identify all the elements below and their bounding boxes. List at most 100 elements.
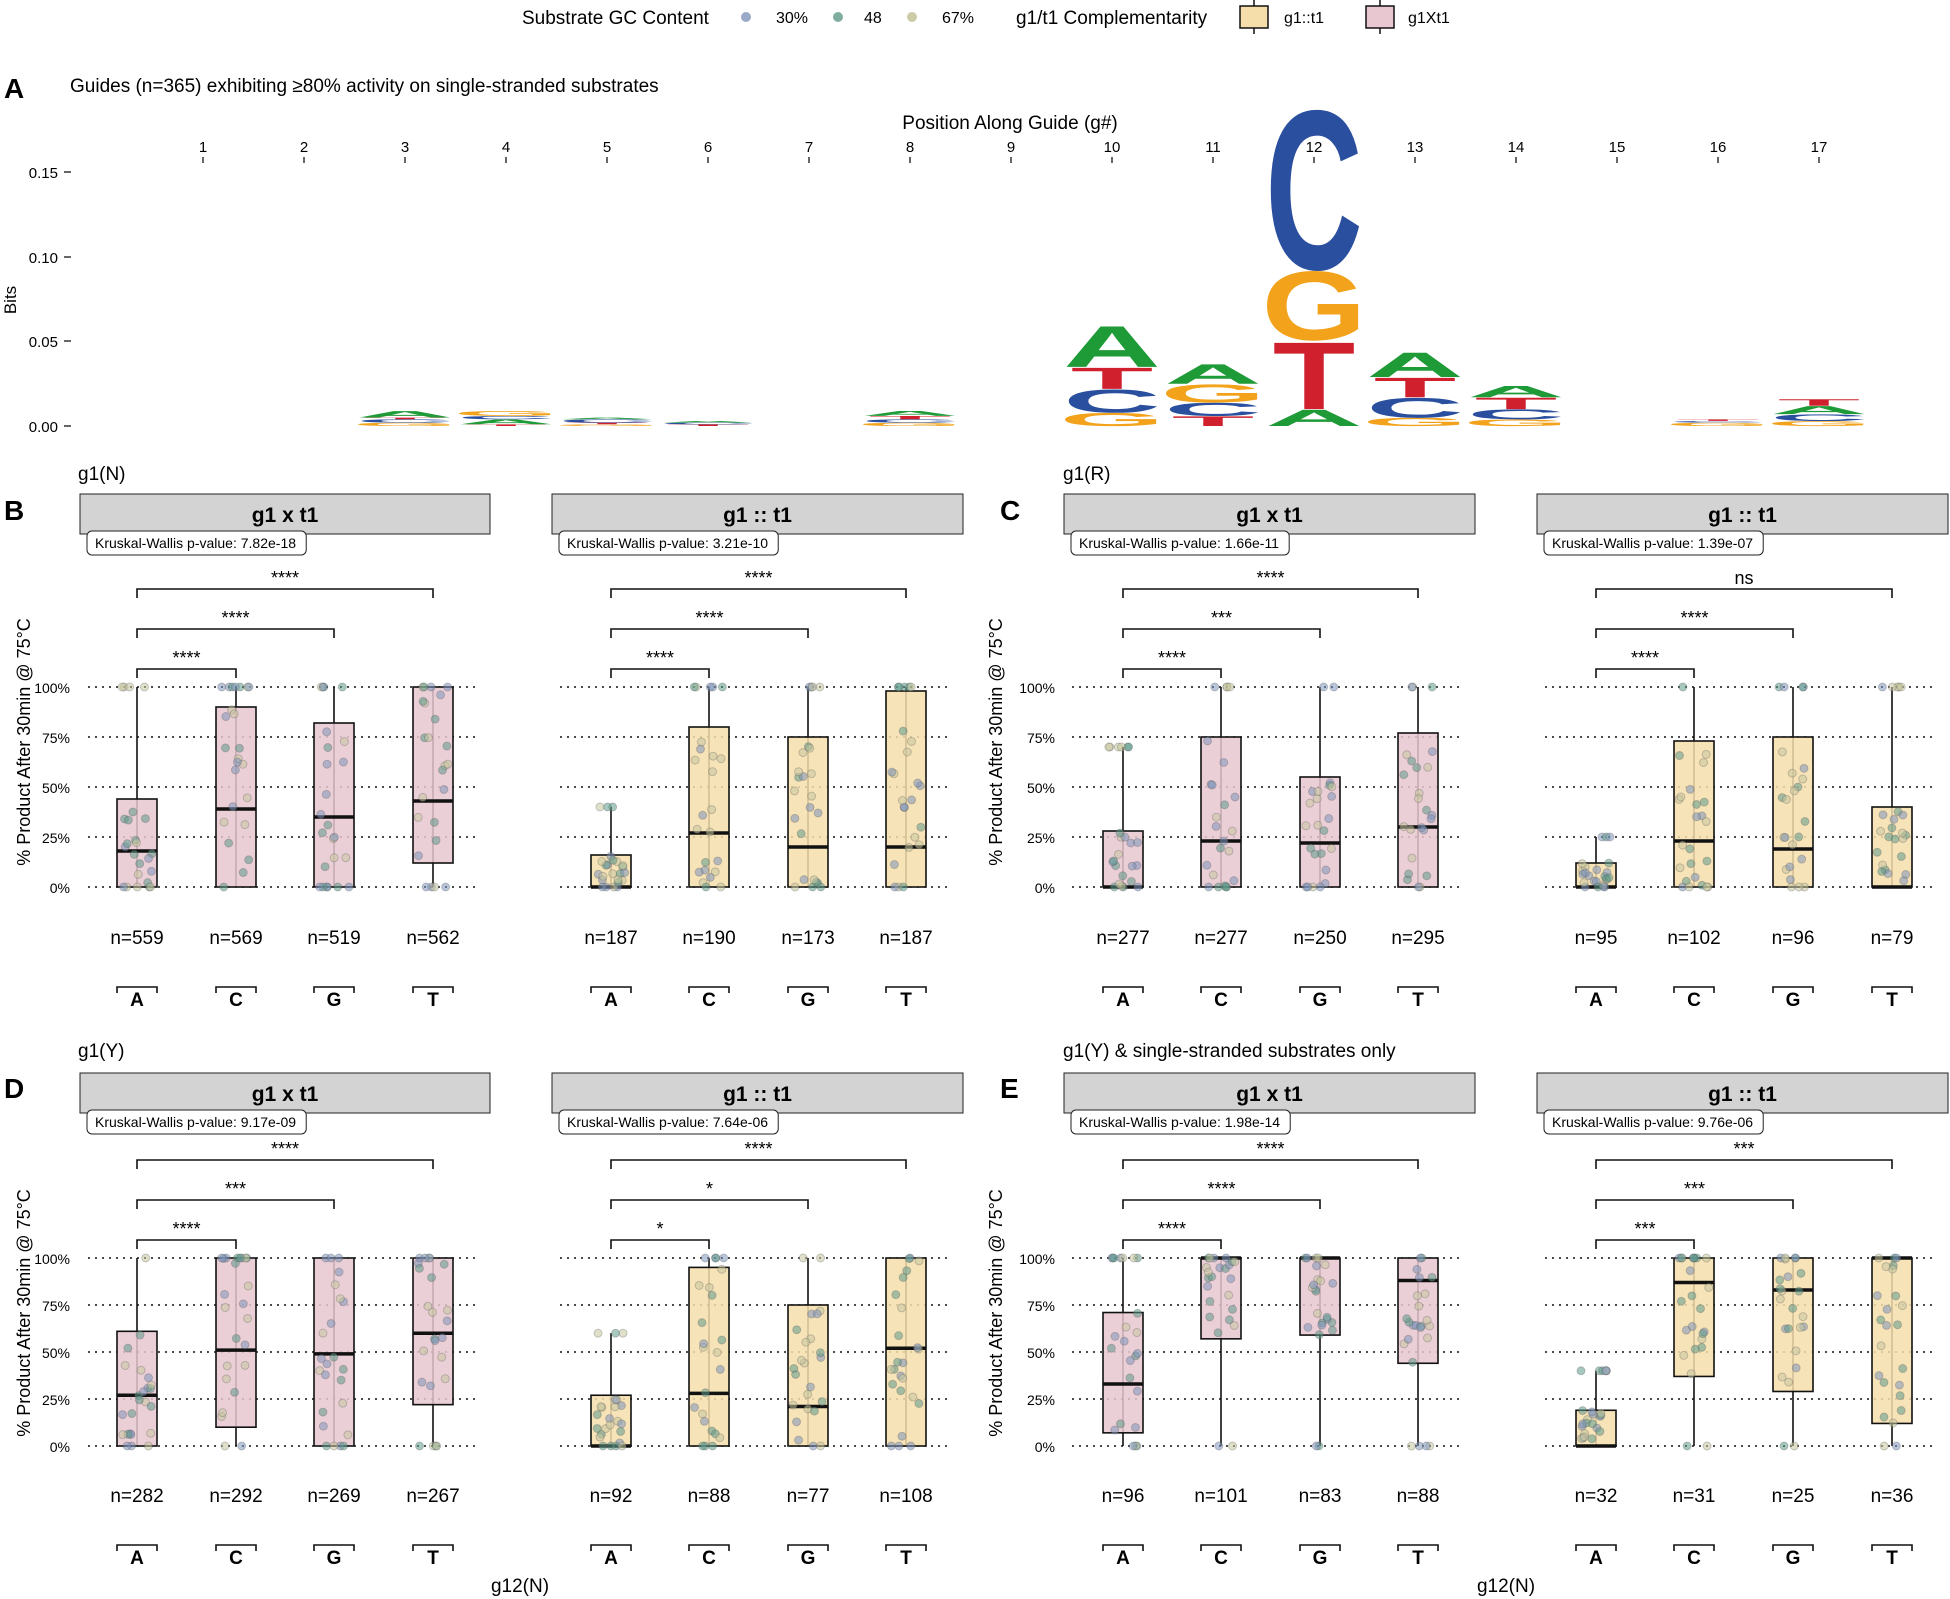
data-point bbox=[1779, 1441, 1789, 1451]
data-point bbox=[1798, 774, 1808, 784]
category-bracket bbox=[1397, 1544, 1439, 1551]
panel-c-label: C bbox=[1000, 495, 1020, 526]
logo-letter-T: T bbox=[667, 424, 749, 427]
data-point bbox=[1690, 872, 1700, 882]
data-point bbox=[1798, 682, 1808, 692]
data-point bbox=[908, 1392, 918, 1402]
significance-bracket bbox=[1595, 1199, 1794, 1209]
data-point bbox=[232, 757, 242, 767]
data-point bbox=[237, 1441, 247, 1451]
data-point bbox=[1227, 1304, 1237, 1314]
y-axis-title-row1-right: % Product After 30min @ 75°C bbox=[986, 618, 1006, 866]
significance-bracket bbox=[1122, 1199, 1321, 1209]
y-tick-label: 75% bbox=[1027, 1298, 1055, 1314]
data-point bbox=[429, 882, 439, 892]
data-point bbox=[1798, 1312, 1808, 1322]
data-point bbox=[1605, 832, 1615, 842]
count-label: n=88 bbox=[1397, 1486, 1440, 1507]
logo-x-tick-label: 12 bbox=[1306, 139, 1323, 156]
box-panel: g1 x t1 Kruskal-Wallis p-value: 1.66e-11 *… bbox=[1063, 493, 1476, 1011]
subplot-label-g1R: g1(R) bbox=[1063, 464, 1111, 485]
data-point bbox=[1132, 1348, 1142, 1358]
data-point bbox=[1426, 814, 1436, 824]
data-point bbox=[1789, 1441, 1799, 1451]
data-point bbox=[1686, 1369, 1696, 1379]
data-point bbox=[1878, 810, 1888, 820]
data-point bbox=[894, 1441, 904, 1451]
data-point bbox=[1587, 1407, 1597, 1417]
data-point bbox=[123, 1343, 133, 1353]
y-tick-label: 50% bbox=[1027, 1345, 1055, 1361]
data-point bbox=[1208, 870, 1218, 880]
data-point bbox=[442, 1305, 452, 1315]
significance-label: **** bbox=[1158, 648, 1186, 668]
legend-gc-label-48: 48 bbox=[864, 10, 882, 27]
data-point bbox=[439, 784, 449, 794]
data-point bbox=[717, 1335, 727, 1345]
significance-bracket bbox=[1595, 668, 1695, 678]
data-point bbox=[914, 840, 924, 850]
y-tick-label: 50% bbox=[42, 1345, 70, 1361]
data-point bbox=[1578, 1419, 1588, 1429]
significance-bracket bbox=[610, 628, 809, 638]
data-point bbox=[1692, 812, 1702, 822]
logo-y-tick-label: 0.00 bbox=[29, 419, 58, 436]
data-point bbox=[1676, 792, 1686, 802]
data-point bbox=[1328, 1278, 1338, 1288]
category-bracket bbox=[1575, 1544, 1617, 1551]
data-point bbox=[1889, 814, 1899, 824]
data-point bbox=[1790, 1253, 1800, 1263]
logo-letter-T: T bbox=[1677, 419, 1759, 422]
logo-letter-A: A bbox=[1265, 405, 1362, 431]
data-point bbox=[1891, 1291, 1901, 1301]
data-point bbox=[222, 1361, 232, 1371]
data-point bbox=[1800, 816, 1810, 826]
significance-bracket bbox=[1122, 668, 1222, 678]
logo-letter-T: T bbox=[1374, 372, 1456, 403]
category-bracket bbox=[1102, 986, 1144, 993]
data-point bbox=[1794, 882, 1804, 892]
y-ticks-row2-right: 100% 75% 50% 25% 0% bbox=[1019, 1251, 1055, 1455]
data-point bbox=[1219, 757, 1229, 767]
data-point bbox=[430, 714, 440, 724]
data-point bbox=[1779, 682, 1789, 692]
data-point bbox=[1876, 1341, 1886, 1351]
data-point bbox=[224, 838, 234, 848]
data-point bbox=[1406, 824, 1416, 834]
data-point bbox=[343, 1430, 353, 1440]
significance-bracket bbox=[136, 588, 434, 598]
data-point bbox=[699, 1339, 709, 1349]
data-point bbox=[1686, 859, 1696, 869]
data-point bbox=[134, 1395, 144, 1405]
data-point bbox=[1221, 882, 1231, 892]
data-point bbox=[1593, 882, 1603, 892]
data-point bbox=[1895, 1391, 1905, 1401]
category-bracket bbox=[1397, 986, 1439, 993]
logo-x-tick-label: 13 bbox=[1407, 139, 1424, 156]
y-tick-label: 75% bbox=[42, 1298, 70, 1314]
logo-letter-A: A bbox=[1770, 404, 1867, 417]
data-point bbox=[898, 1373, 908, 1383]
logo-letter-G: G bbox=[857, 422, 962, 427]
significance-bracket bbox=[136, 628, 335, 638]
legend-gc-label-67: 67% bbox=[942, 10, 974, 27]
data-point bbox=[798, 1253, 808, 1263]
box-panels: g1 x t1 Kruskal-Wallis p-value: 7.82e-18 *… bbox=[79, 493, 1949, 1569]
data-point bbox=[1406, 1441, 1416, 1451]
logo-x-tick-label: 11 bbox=[1205, 139, 1221, 156]
data-point bbox=[1224, 1290, 1234, 1300]
data-point bbox=[1681, 1325, 1691, 1335]
category-label: A bbox=[1589, 1548, 1603, 1569]
data-point bbox=[888, 1379, 898, 1389]
data-point bbox=[1794, 832, 1804, 842]
data-point bbox=[1780, 1253, 1790, 1263]
category-bracket bbox=[1871, 986, 1913, 993]
box-body bbox=[1673, 1257, 1715, 1378]
data-point bbox=[1133, 1308, 1143, 1318]
data-point bbox=[229, 709, 239, 719]
data-point bbox=[421, 882, 431, 892]
data-point bbox=[789, 1364, 799, 1374]
data-point bbox=[318, 1328, 328, 1338]
data-point bbox=[425, 1381, 435, 1391]
